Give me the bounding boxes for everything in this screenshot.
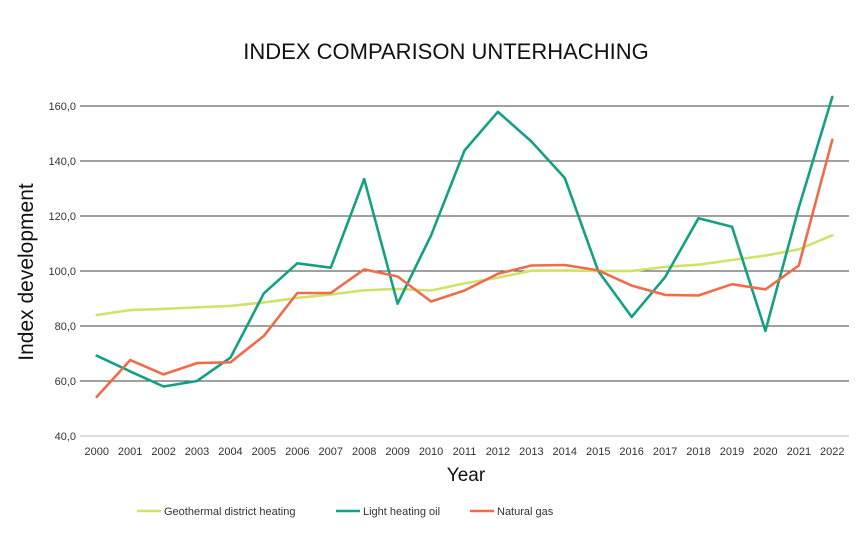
- x-tick-label: 2012: [486, 446, 510, 458]
- y-axis-ticks: 40,0 60,0 80,0 100,0 120,0 140,0 160,0: [48, 101, 76, 443]
- x-tick-label: 2006: [285, 446, 309, 458]
- series-line-natural-gas: [95, 138, 834, 399]
- x-tick-label: 2021: [787, 446, 811, 458]
- series-line-light-heating-oil: [95, 95, 834, 388]
- x-tick-label: 2002: [151, 446, 175, 458]
- x-tick-label: 2007: [319, 446, 343, 458]
- x-tick-label: 2014: [553, 446, 577, 458]
- x-tick-label: 2018: [686, 446, 710, 458]
- y-tick-label: 80,0: [55, 321, 76, 333]
- y-tick-label: 100,0: [48, 266, 76, 278]
- x-tick-label: 2000: [84, 446, 108, 458]
- x-tick-label: 2003: [185, 446, 209, 458]
- x-tick-label: 2016: [619, 446, 643, 458]
- x-tick-label: 2020: [753, 446, 777, 458]
- x-tick-label: 2019: [720, 446, 744, 458]
- x-tick-label: 2011: [453, 446, 477, 458]
- x-tick-label: 2013: [519, 446, 543, 458]
- x-tick-label: 2022: [820, 446, 844, 458]
- grid-lines: [80, 105, 849, 437]
- y-tick-label: 40,0: [55, 431, 76, 443]
- x-tick-label: 2001: [118, 446, 142, 458]
- series-line-geothermal-district-heating: [95, 234, 834, 317]
- legend-label: Geothermal district heating: [164, 506, 295, 518]
- x-axis-label: Year: [447, 465, 486, 486]
- y-axis-label: Index development: [15, 183, 38, 361]
- y-tick-label: 60,0: [55, 376, 76, 388]
- legend-label: Light heating oil: [363, 506, 440, 518]
- chart-title: INDEX COMPARISON UNTERHACHING: [243, 39, 648, 64]
- y-tick-label: 120,0: [48, 211, 76, 223]
- legend-label: Natural gas: [497, 506, 554, 518]
- x-tick-label: 2017: [653, 446, 677, 458]
- x-axis-ticks: 2000 2001 2002 2003 2004 2005 2006 2007 2008 2009…: [84, 446, 844, 458]
- x-tick-label: 2005: [252, 446, 276, 458]
- x-tick-label: 2004: [218, 446, 242, 458]
- series-lines: [95, 95, 834, 399]
- x-tick-label: 2009: [385, 446, 409, 458]
- x-tick-label: 2010: [419, 446, 443, 458]
- y-tick-label: 160,0: [48, 101, 76, 113]
- x-tick-label: 2015: [586, 446, 610, 458]
- y-tick-label: 140,0: [48, 156, 76, 168]
- legend: Geothermal district heating Light heating…: [137, 506, 554, 518]
- x-tick-label: 2008: [352, 446, 376, 458]
